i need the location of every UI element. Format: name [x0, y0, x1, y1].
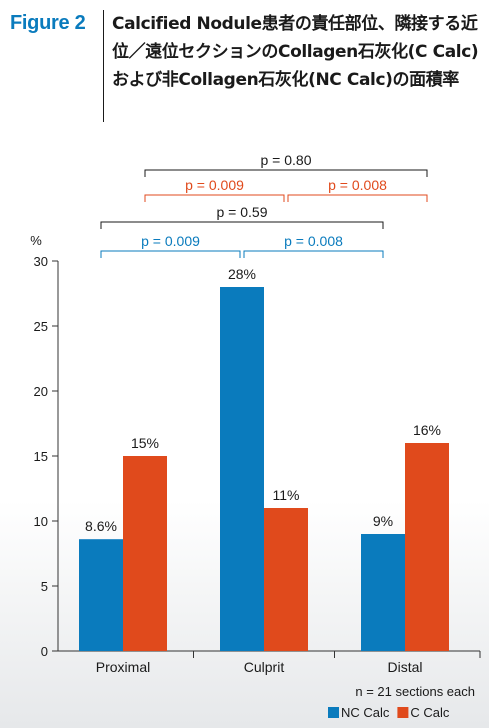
bar-c-calc [123, 456, 167, 651]
y-tick-label: 5 [41, 579, 48, 594]
data-label: 11% [273, 487, 300, 503]
bar-nc-calc [361, 534, 405, 651]
comparison-bracket [100, 250, 241, 258]
legend-label: NC Calc [341, 705, 390, 720]
figure-label: Figure 2 [10, 12, 86, 34]
bar-c-calc [405, 443, 449, 651]
x-tick-label: Culprit [244, 659, 285, 675]
comparison-bracket [144, 194, 285, 202]
comparison-bracket [287, 194, 428, 202]
p-value-label: p = 0.59 [217, 204, 268, 220]
p-value-label: p = 0.80 [261, 152, 312, 168]
legend-swatch-nc-calc [328, 707, 339, 718]
data-label: 15% [131, 435, 159, 451]
comparison-bracket [243, 250, 384, 258]
figure-title: Calcified Nodule患者の責任部位、隣接する近位／遠位セクションのC… [112, 14, 479, 90]
p-value-label: p = 0.009 [185, 177, 244, 193]
comparison-bracket [144, 169, 428, 177]
p-value-label: p = 0.008 [328, 177, 387, 193]
x-tick-label: Distal [387, 659, 422, 675]
data-label: 8.6% [85, 518, 117, 534]
y-tick-label: 30 [34, 254, 48, 269]
data-label: 28% [228, 266, 256, 282]
data-label: 16% [413, 422, 441, 438]
y-tick-label: 25 [34, 319, 48, 334]
bar-nc-calc [79, 539, 123, 651]
y-tick-label: 10 [34, 514, 48, 529]
data-label: 9% [373, 513, 393, 529]
title-divider [103, 10, 104, 122]
y-tick-label: 0 [41, 644, 48, 659]
sample-size-note: n = 21 sections each [355, 684, 475, 699]
bar-nc-calc [220, 287, 264, 651]
legend-label: C Calc [410, 705, 450, 720]
y-tick-label: 15 [34, 449, 48, 464]
y-tick-label: 20 [34, 384, 48, 399]
bar-c-calc [264, 508, 308, 651]
y-axis-unit-label: % [30, 233, 42, 248]
p-value-label: p = 0.008 [284, 233, 343, 249]
x-tick-label: Proximal [96, 659, 150, 675]
p-value-label: p = 0.009 [141, 233, 200, 249]
legend-swatch-c-calc [397, 707, 409, 718]
comparison-bracket [100, 221, 384, 229]
